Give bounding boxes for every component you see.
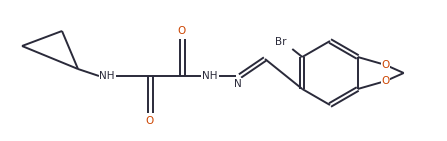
Text: O: O — [382, 60, 390, 70]
Text: O: O — [178, 26, 186, 36]
Text: N: N — [234, 79, 242, 89]
Text: NH: NH — [99, 71, 115, 81]
Text: NH: NH — [202, 71, 218, 81]
Text: O: O — [146, 116, 154, 126]
Text: Br: Br — [275, 37, 286, 47]
Text: O: O — [382, 76, 390, 86]
